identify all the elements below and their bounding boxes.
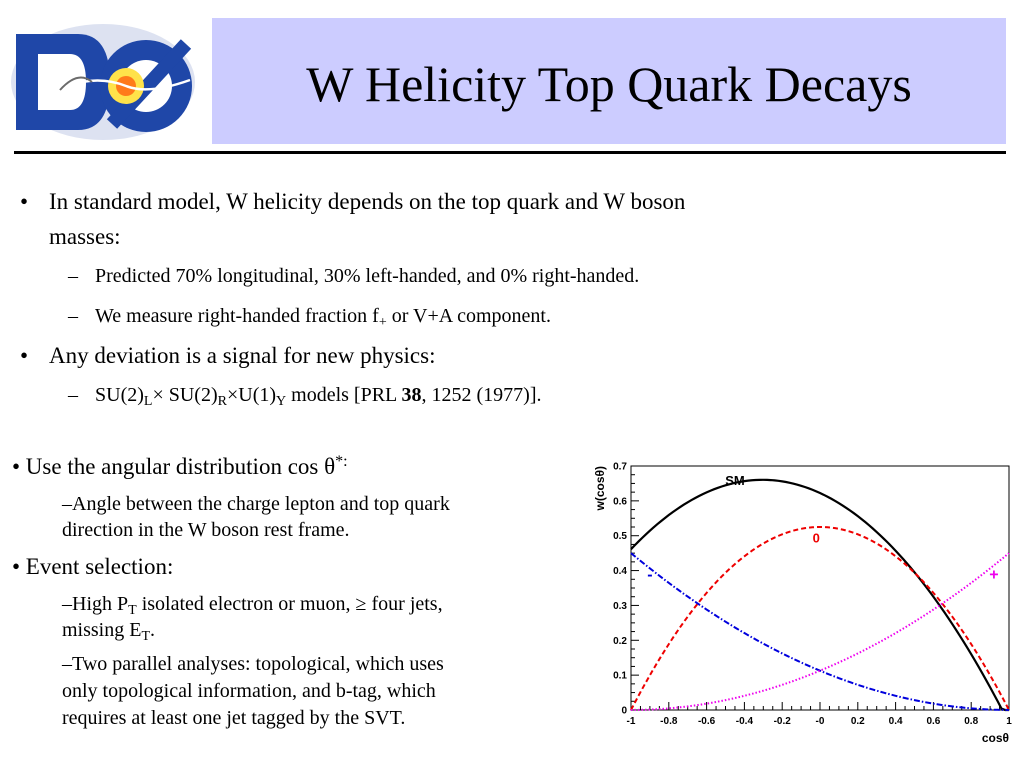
series-label: 0 bbox=[813, 531, 820, 546]
x-tick-label: 0.6 bbox=[926, 716, 940, 727]
y-tick-label: 0 bbox=[621, 706, 627, 717]
bullet-2: Any deviation is a signal for new physic… bbox=[49, 343, 436, 368]
bullet-2-sub: SU(2)L× SU(2)R×U(1)Y models [PRL 38, 125… bbox=[95, 381, 542, 409]
subscript: + bbox=[378, 315, 387, 330]
x-tick-label: -0.2 bbox=[774, 716, 792, 727]
text-segment: We measure right-handed fraction f bbox=[95, 305, 379, 327]
y-tick-label: 0.4 bbox=[613, 566, 627, 577]
bullet-3-sub-line-1: –Angle between the charge lepton and top… bbox=[62, 493, 450, 515]
y-tick-label: 0.3 bbox=[613, 601, 627, 612]
x-tick-label: -0.4 bbox=[736, 716, 754, 727]
x-tick-label: -0 bbox=[816, 716, 825, 727]
bullet-3: • Use the angular distribution cos θ*: bbox=[12, 452, 348, 482]
series-line-0 bbox=[630, 525, 1010, 711]
title-box: W Helicity Top Quark Decays bbox=[212, 18, 1006, 144]
plot-frame bbox=[630, 465, 1010, 711]
title-divider bbox=[14, 151, 1006, 154]
x-tick-label: 0.2 bbox=[851, 716, 865, 727]
helicity-chart: -1 -0.8 -0.6 -0.4 -0.2 -0 0.2 0.4 0.6 0.8 100.10.2… bbox=[593, 462, 1012, 746]
x-tick-label: 0.8 bbox=[964, 716, 978, 727]
x-tick-label: -0.8 bbox=[660, 716, 678, 727]
bullet-marker: • bbox=[20, 343, 29, 368]
series-line-minus bbox=[630, 552, 1010, 711]
text-segment: isolated electron or muon, ≥ four jets, bbox=[136, 593, 443, 615]
y-tick-label: 0.5 bbox=[613, 531, 627, 542]
subscript: Y bbox=[276, 394, 287, 409]
bullet-1-sub-2: We measure right-handed fraction f+ or V… bbox=[95, 302, 551, 330]
bullet-4-sub-1-line-2: missing ET. bbox=[62, 616, 155, 644]
text-segment: SU(2) bbox=[95, 384, 144, 406]
x-axis-label: cosθ bbox=[982, 731, 1009, 745]
bullet-4-sub-1-line-1: –High PT isolated electron or muon, ≥ fo… bbox=[62, 590, 443, 618]
y-tick-label: 0.2 bbox=[613, 636, 627, 647]
text-segment: or V+A component. bbox=[386, 305, 551, 327]
page-title: W Helicity Top Quark Decays bbox=[306, 56, 912, 112]
text-segment: × SU(2) bbox=[152, 384, 218, 406]
x-tick-label: -1 bbox=[627, 716, 636, 727]
subscript: T bbox=[128, 603, 137, 618]
text-segment: , 1252 (1977)]. bbox=[421, 384, 542, 406]
series-line-sm bbox=[630, 478, 1009, 712]
dash-marker: – bbox=[68, 384, 78, 406]
bold-volume: 38 bbox=[401, 384, 422, 406]
bullet-4-sub-2-line-3: requires at least one jet tagged by the … bbox=[62, 707, 406, 729]
series-line-plus bbox=[630, 552, 1010, 711]
logo-text: DØ bbox=[102, 142, 104, 144]
bullet-4-sub-2-line-1: –Two parallel analyses: topological, whi… bbox=[62, 653, 444, 675]
bullet-4-sub-2-line-2: only topological information, and b-tag,… bbox=[62, 680, 436, 702]
superscript: *: bbox=[335, 453, 348, 470]
y-tick-label: 0.7 bbox=[613, 462, 627, 473]
text-segment: –High P bbox=[62, 593, 129, 615]
text-segment: missing E bbox=[62, 619, 142, 641]
bullet-1-sub-1: Predicted 70% longitudinal, 30% left-han… bbox=[95, 265, 640, 287]
bullet-marker: • bbox=[20, 189, 29, 214]
subscript: R bbox=[217, 394, 227, 409]
text-segment: models [PRL bbox=[286, 384, 402, 406]
bullet-4: • Event selection: bbox=[12, 554, 174, 579]
subscript: T bbox=[141, 629, 151, 644]
bullet-3-sub-line-2: direction in the W boson rest frame. bbox=[62, 519, 350, 541]
series-label: + bbox=[989, 566, 998, 583]
x-tick-label: 0.4 bbox=[889, 716, 903, 727]
text-segment: • Use the angular distribution cos θ bbox=[12, 454, 336, 479]
bullet-1-line-2: masses: bbox=[49, 224, 121, 249]
dash-marker: – bbox=[68, 305, 78, 327]
series-label: SM bbox=[725, 473, 745, 488]
x-tick-label: 1 bbox=[1006, 716, 1012, 727]
text-segment: ×U(1) bbox=[226, 384, 277, 406]
y-tick-label: 0.6 bbox=[613, 496, 627, 507]
y-tick-label: 0.1 bbox=[613, 671, 627, 682]
x-tick-label: -0.6 bbox=[698, 716, 716, 727]
dash-marker: – bbox=[68, 265, 78, 287]
bullet-1-line-1: In standard model, W helicity depends on… bbox=[49, 189, 686, 214]
d0-logo: DØ bbox=[11, 24, 195, 144]
y-axis-label: w(cosθ) bbox=[593, 466, 607, 512]
subscript: L bbox=[143, 394, 153, 409]
series-label: - bbox=[647, 566, 652, 583]
text-segment: . bbox=[150, 619, 156, 641]
